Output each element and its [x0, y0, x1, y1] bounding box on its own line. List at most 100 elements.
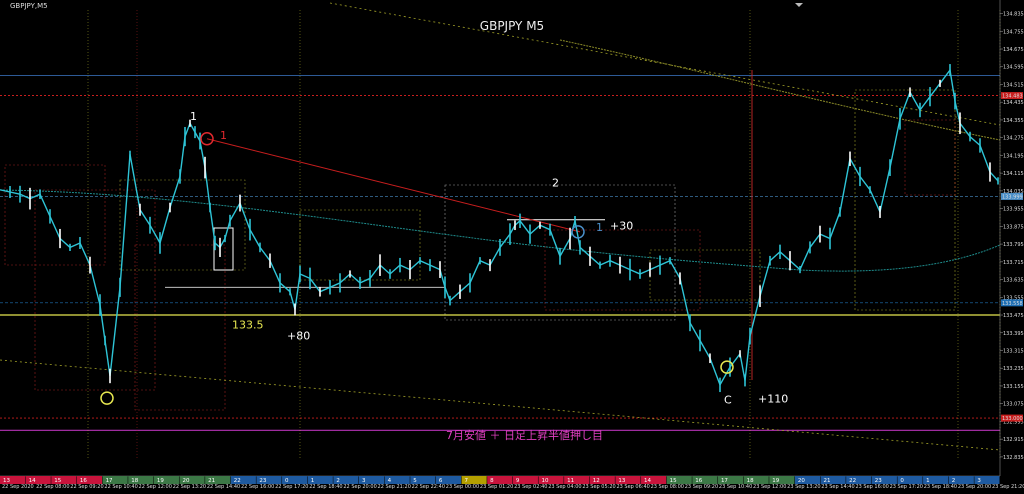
hour-cell — [794, 476, 821, 484]
annotation-label: 133.5 — [232, 318, 264, 331]
hour-cell — [435, 476, 462, 484]
hour-cell — [461, 476, 487, 484]
y-tick-label: 133.075 — [1003, 402, 1024, 408]
hour-cell — [384, 476, 410, 484]
hour-label: 15 — [670, 478, 677, 484]
trend-line-lower — [0, 359, 1001, 451]
x-tick-label: 22 Sep 12:00 — [139, 484, 172, 490]
hour-cell — [974, 476, 1000, 484]
hour-label: 10 — [541, 478, 548, 484]
hour-label: 14 — [29, 478, 36, 484]
chart-title: GBPJPY M5 — [480, 19, 544, 33]
y-tick-label: 134.035 — [1003, 189, 1024, 195]
hour-label: 7 — [465, 478, 469, 484]
hour-label: 17 — [106, 478, 113, 484]
y-tick-label: 134.595 — [1003, 65, 1024, 71]
hour-cell — [410, 476, 436, 484]
hour-label: 22 — [849, 478, 856, 484]
y-tick-label: 134.435 — [1003, 100, 1024, 106]
hour-cell — [871, 476, 897, 484]
x-tick-label: 22 Sep 21:20 — [378, 484, 411, 490]
y-tick-label: 133.555 — [1003, 295, 1024, 301]
hour-label: 13 — [618, 478, 625, 484]
hour-label: 18 — [131, 478, 138, 484]
horizontal-lines — [0, 75, 1000, 431]
scroll-arrow-icon[interactable] — [795, 3, 803, 7]
hour-cell — [666, 476, 692, 484]
hour-label: 0 — [285, 478, 289, 484]
y-tick-label: 132.915 — [1003, 437, 1024, 443]
hour-cell — [769, 476, 795, 484]
x-tick-label: 22 Sep 14:40 — [207, 484, 240, 490]
x-tick-label: 22 Sep 20:00 — [343, 484, 376, 490]
hour-label: 12 — [593, 478, 600, 484]
x-tick-label: 23 Sep 05:20 — [582, 484, 615, 490]
y-tick-label: 134.195 — [1003, 153, 1024, 159]
trend-line-red — [206, 138, 581, 233]
hour-cell — [102, 476, 128, 484]
moving-average-teal — [0, 189, 1001, 272]
hour-cell — [538, 476, 564, 484]
x-tick-label: 23 Sep 20:00 — [958, 484, 991, 490]
hour-cell — [512, 476, 538, 484]
x-tick-label: 23 Sep 18:40 — [924, 484, 957, 490]
hour-cell — [128, 476, 154, 484]
hour-label: 16 — [80, 478, 87, 484]
x-tick-label: 23 Sep 13:20 — [787, 484, 820, 490]
price-tag — [1001, 414, 1023, 422]
price-tag-label: 133.558 — [1002, 301, 1023, 307]
annotation-label: 1 — [220, 129, 227, 142]
x-tick-label: 23 Sep 21:20 — [992, 484, 1024, 490]
x-tick-label: 23 Sep 12:00 — [753, 484, 786, 490]
hour-cell — [487, 476, 513, 484]
hour-cell — [846, 476, 872, 484]
x-tick-label: 22 Sep 16:00 — [241, 484, 274, 490]
trend-line-upper — [329, 2, 1001, 126]
hour-label: 6 — [439, 478, 443, 484]
x-tick-label: 23 Sep 00:00 — [446, 484, 479, 490]
marker-circles — [100, 132, 734, 405]
hour-label: 19 — [157, 478, 164, 484]
price-tag-label: 134.483 — [1002, 94, 1023, 100]
hour-cell — [179, 476, 205, 484]
annotation-label: +30 — [610, 220, 633, 233]
y-tick-label: 133.235 — [1003, 366, 1024, 372]
hour-label: 22 — [234, 478, 241, 484]
hour-label: 1 — [926, 478, 930, 484]
hour-label: 16 — [695, 478, 702, 484]
hour-cell — [0, 476, 26, 484]
marker-circle-1 — [100, 391, 114, 405]
price-tag — [1001, 192, 1023, 200]
hour-cell — [230, 476, 256, 484]
hour-label: 2 — [952, 478, 956, 484]
y-tick-label: 132.995 — [1003, 419, 1024, 425]
x-tick-label: 23 Sep 08:00 — [651, 484, 684, 490]
y-tick-label: 134.115 — [1003, 171, 1024, 177]
hour-cell — [358, 476, 385, 484]
hour-cell — [51, 476, 77, 484]
x-tick-label: 23 Sep 06:40 — [616, 484, 649, 490]
x-tick-label: 22 Sep 13:20 — [173, 484, 206, 490]
hour-label: 20 — [798, 478, 805, 484]
x-tick-label: 23 Sep 14:40 — [821, 484, 854, 490]
price-tags: 134.483 133.999 133.558 133.000 — [1001, 92, 1023, 422]
x-tick-label: 23 Sep 01:20 — [480, 484, 513, 490]
x-tick-label: 22 Sep 18:40 — [309, 484, 342, 490]
zone-rect-5 — [544, 229, 701, 311]
y-tick-label: 132.835 — [1003, 455, 1024, 461]
hour-label: 15 — [54, 478, 61, 484]
hour-label: 21 — [824, 478, 831, 484]
hour-cell — [76, 476, 103, 484]
hour-cell — [25, 476, 51, 484]
hour-label: 8 — [490, 478, 494, 484]
x-tick-label: 23 Sep 17:20 — [890, 484, 923, 490]
y-tick-label: 133.395 — [1003, 331, 1024, 337]
zone-rect-4 — [854, 89, 956, 311]
hour-label: 23 — [259, 478, 266, 484]
hour-cell — [948, 476, 974, 484]
annotation-label: +110 — [758, 393, 788, 406]
x-tick-label: 23 Sep 02:40 — [514, 484, 547, 490]
hour-label: 13 — [3, 478, 10, 484]
hour-cell — [820, 476, 846, 484]
hour-cell — [205, 476, 231, 484]
